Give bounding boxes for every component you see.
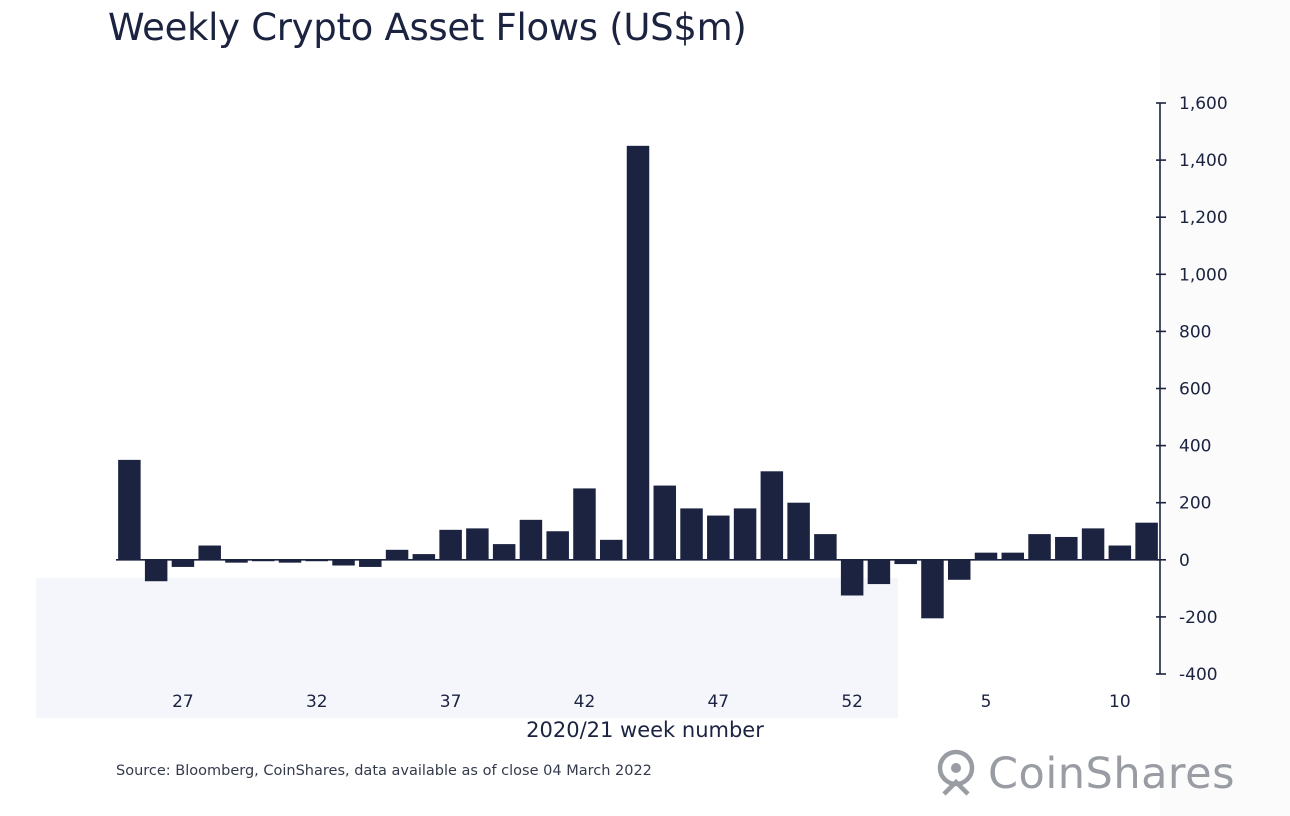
bar-38	[466, 528, 489, 560]
bar-51	[814, 534, 837, 560]
bar-40	[519, 519, 543, 560]
bar-35	[385, 549, 409, 560]
y-tick-label: -200	[1179, 608, 1218, 628]
bar-46	[680, 508, 703, 560]
y-tick-label: 1,000	[1179, 265, 1228, 285]
coinshares-logo-icon	[937, 749, 975, 796]
x-tick-label: 5	[981, 692, 992, 712]
logo-wordmark: CoinShares	[988, 749, 1236, 799]
bar-25	[118, 459, 141, 560]
bar-5	[974, 552, 998, 560]
bar-41	[546, 531, 569, 560]
y-tick-label: 800	[1179, 322, 1211, 342]
bar-9	[1081, 528, 1105, 560]
bar-44	[626, 145, 650, 560]
x-tick-label: 32	[306, 692, 328, 712]
x-tick-label: 42	[574, 692, 596, 712]
coinshares-logo: CoinShares	[934, 748, 1235, 800]
bar-29	[225, 559, 248, 563]
bar-38	[1135, 522, 1158, 560]
x-tick-label: 52	[841, 692, 863, 712]
bar-6	[1001, 552, 1025, 560]
y-tick-label: -400	[1179, 665, 1218, 685]
y-tick-label: 1,400	[1179, 151, 1228, 171]
bar-34	[359, 559, 382, 567]
bar-36	[412, 554, 436, 560]
bar-43	[599, 539, 623, 560]
bar-3	[921, 559, 944, 619]
x-tick-label: 47	[707, 692, 729, 712]
y-tick-label: 200	[1179, 494, 1211, 514]
bar-50	[787, 502, 810, 560]
bar-45	[653, 485, 677, 560]
bar-10	[1108, 545, 1132, 560]
y-tick-label: 0	[1179, 551, 1190, 571]
bar-7	[1028, 534, 1051, 560]
chart-title: Weekly Crypto Asset Flows (US$m)	[108, 6, 747, 49]
x-tick-label: 37	[440, 692, 462, 712]
bar-1	[867, 559, 891, 585]
bar-52	[840, 559, 864, 596]
bar-42	[573, 488, 596, 560]
bar-4	[947, 559, 971, 580]
bar-47	[707, 515, 730, 560]
x-tick-label: 27	[172, 692, 194, 712]
bar-39	[492, 544, 516, 560]
y-tick-label: 600	[1179, 380, 1211, 400]
bar-49	[760, 471, 784, 560]
source-note: Source: Bloomberg, CoinShares, data avai…	[116, 763, 652, 779]
x-axis-label: 2020/21 week number	[0, 718, 1290, 742]
bar-33	[332, 559, 355, 566]
bar-27	[171, 559, 195, 567]
bar-26	[144, 559, 168, 582]
bar-31	[278, 559, 302, 563]
bar-28	[198, 545, 221, 560]
y-tick-label: 400	[1179, 437, 1211, 457]
bar-2	[894, 559, 917, 565]
bar-8	[1055, 536, 1078, 560]
y-tick-label: 1,600	[1179, 94, 1228, 114]
bar-37	[439, 529, 462, 560]
x-axis-label-text: 2020/21 week number	[526, 718, 764, 742]
bar-48	[733, 508, 757, 560]
y-tick-label: 1,200	[1179, 208, 1228, 228]
x-tick-label: 10	[1109, 692, 1131, 712]
